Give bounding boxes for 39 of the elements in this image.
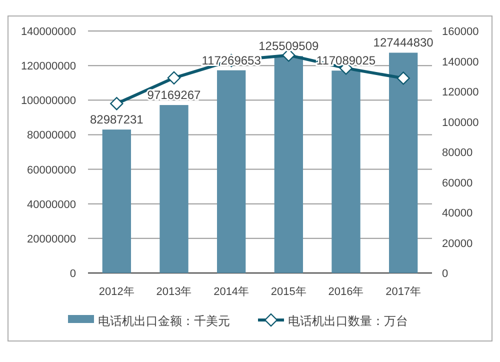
bar xyxy=(274,56,303,273)
point xyxy=(110,97,124,110)
y-tick-label: 40000000 xyxy=(27,198,76,211)
x-tick-label: 2013年 xyxy=(156,286,192,298)
y-tick-label: 120000000 xyxy=(20,60,76,73)
data-label: 97169267 xyxy=(147,88,202,102)
y-tick-label: 0 xyxy=(70,268,76,280)
y-tick-label: 20000000 xyxy=(27,233,76,246)
data-label: 125509509 xyxy=(258,39,320,54)
data-label: 82987231 xyxy=(90,112,144,127)
bar xyxy=(389,52,418,273)
x-tick-label: 2017年 xyxy=(386,286,422,298)
y2-tick-label: 100000 xyxy=(442,116,479,129)
y2-tick-label: 120000 xyxy=(442,86,479,98)
y2-tick-label: 20000 xyxy=(442,238,473,250)
x-tick-label: 2012年 xyxy=(98,286,134,298)
x-tick-label: 2014年 xyxy=(214,286,250,298)
x-tick-label: 2016年 xyxy=(328,286,364,298)
legend-label: 电话机出口金额：千美元 xyxy=(98,314,230,328)
data-label: 117089025 xyxy=(316,54,376,68)
y2-tick-label: 0 xyxy=(442,268,448,280)
bar xyxy=(160,105,188,273)
y2-tick-label: 60000 xyxy=(442,177,473,190)
y-tick-label: 80000000 xyxy=(27,130,76,142)
y-tick-label: 100000000 xyxy=(20,95,76,108)
x-tick-label: 2015年 xyxy=(270,286,306,298)
y-tick-label: 60000000 xyxy=(27,164,76,176)
y2-tick-label: 80000 xyxy=(442,147,473,159)
bar xyxy=(332,70,360,273)
y2-tick-label: 160000 xyxy=(442,26,479,38)
legend-label: 电话机出口数量：万台 xyxy=(288,314,408,328)
data-label: 127444830 xyxy=(373,36,434,50)
point xyxy=(167,71,181,84)
bar xyxy=(217,70,246,273)
y-tick-label: 140000000 xyxy=(20,26,76,38)
y2-tick-label: 40000 xyxy=(442,208,473,220)
point xyxy=(396,72,410,85)
y2-tick-label: 140000 xyxy=(442,56,479,68)
bar xyxy=(102,130,131,273)
